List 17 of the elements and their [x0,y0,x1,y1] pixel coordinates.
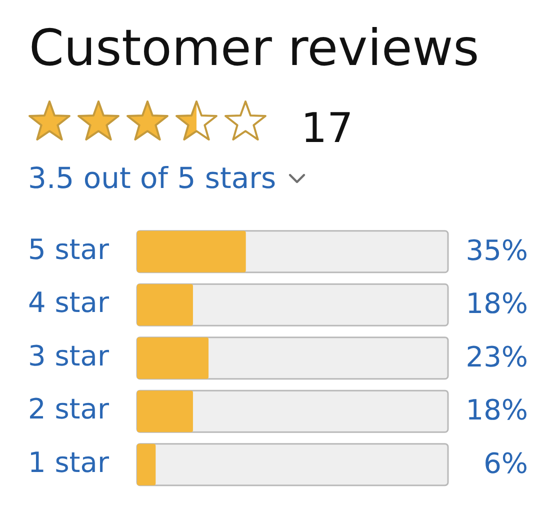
data-label: 23% [466,340,528,374]
bar [137,390,193,432]
chart-title: Customer reviews [29,19,480,77]
bar [137,444,156,486]
bar [137,284,193,326]
text: 17 [301,104,354,152]
y-tick-label: 5 star [28,232,110,266]
data-label: 35% [466,234,528,267]
chart-subtitle: 3.5 out of 5 stars [28,161,276,195]
data-label: 18% [466,394,528,427]
data-label: 18% [466,287,528,320]
y-tick-label: 3 star [28,339,110,372]
y-tick-label: 1 star [28,446,110,479]
y-tick-label: 4 star [28,286,110,320]
y-tick-label: 2 star [28,392,110,426]
data-label: 6% [484,446,528,480]
bar [137,337,209,379]
